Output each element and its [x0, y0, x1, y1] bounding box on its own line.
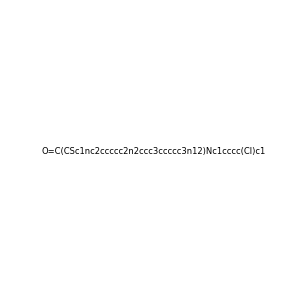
Text: O=C(CSc1nc2ccccc2n2ccc3ccccc3n12)Nc1cccc(Cl)c1: O=C(CSc1nc2ccccc2n2ccc3ccccc3n12)Nc1cccc… — [42, 147, 266, 156]
